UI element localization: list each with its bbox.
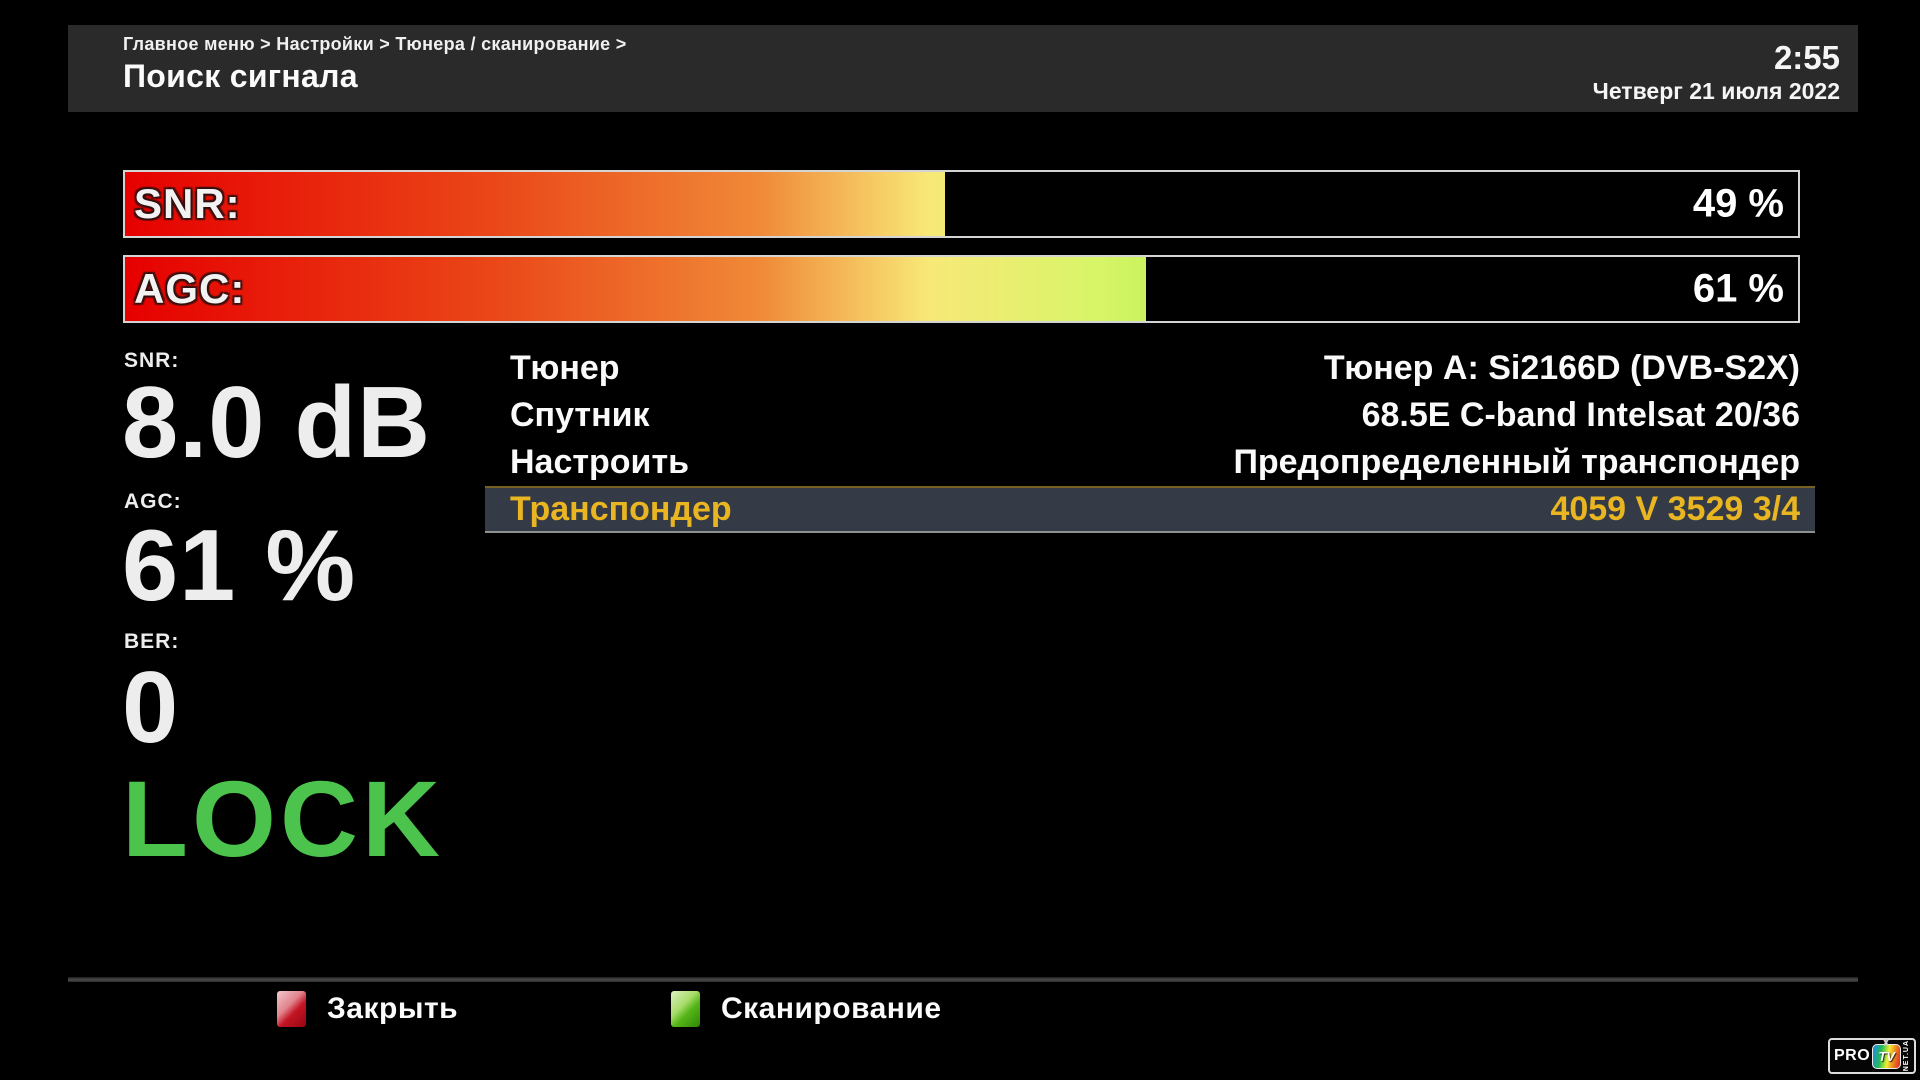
page-title: Поиск сигнала bbox=[123, 58, 358, 94]
snr-bar-fill bbox=[125, 172, 945, 236]
tuner-settings-menu: Тюнер Тюнер A: Si2166D (DVB-S2X) Спутник… bbox=[485, 345, 1815, 533]
clock-date: Четверг 21 июля 2022 bbox=[1592, 78, 1840, 104]
logo-pro-text: PRO bbox=[1834, 1047, 1871, 1064]
close-button-label: Закрыть bbox=[327, 992, 459, 1025]
green-key-icon bbox=[671, 991, 700, 1027]
menu-row-configure[interactable]: Настроить Предопределенный транспондер bbox=[487, 439, 1815, 486]
menu-row-value: Тюнер A: Si2166D (DVB-S2X) bbox=[1323, 349, 1800, 387]
breadcrumb: Главное меню > Настройки > Тюнера / скан… bbox=[123, 34, 627, 54]
menu-row-label: Транспондер bbox=[510, 490, 732, 528]
menu-row-label: Настроить bbox=[510, 443, 690, 481]
scan-button[interactable]: Сканирование bbox=[671, 991, 942, 1027]
ber-readout-value: 0 bbox=[122, 652, 180, 764]
snr-bar-label: SNR: bbox=[134, 180, 241, 227]
snr-bar-value: 49 % bbox=[1692, 181, 1784, 226]
menu-row-label: Тюнер bbox=[510, 349, 620, 387]
logo-side-text: NET.UA bbox=[1903, 1040, 1911, 1072]
protv-logo: PRO TV NET.UA bbox=[1828, 1038, 1916, 1074]
agc-bar-label: AGC: bbox=[134, 265, 246, 312]
scan-button-label: Сканирование bbox=[721, 992, 942, 1025]
ber-readout-label: BER: bbox=[124, 630, 180, 653]
clock-time: 2:55 bbox=[1773, 39, 1840, 76]
footer-divider bbox=[68, 977, 1858, 982]
lock-status: LOCK bbox=[122, 758, 444, 879]
menu-row-value: 4059 V 3529 3/4 bbox=[1550, 490, 1800, 528]
snr-readout-label: SNR: bbox=[124, 349, 180, 372]
snr-signal-bar: SNR: 49 % bbox=[123, 170, 1800, 238]
close-button[interactable]: Закрыть bbox=[277, 991, 458, 1027]
menu-row-transponder[interactable]: Транспондер 4059 V 3529 3/4 bbox=[485, 486, 1815, 533]
agc-readout-label: AGC: bbox=[124, 490, 182, 513]
red-key-icon bbox=[277, 991, 306, 1027]
menu-row-value: Предопределенный транспондер bbox=[1233, 443, 1800, 481]
menu-row-value: 68.5E C-band Intelsat 20/36 bbox=[1361, 396, 1800, 434]
clock: 2:55 Четверг 21 июля 2022 bbox=[1593, 41, 1840, 103]
menu-row-satellite[interactable]: Спутник 68.5E C-band Intelsat 20/36 bbox=[487, 392, 1815, 439]
agc-signal-bar: AGC: 61 % bbox=[123, 255, 1800, 323]
tv-icon: TV bbox=[1872, 1043, 1902, 1069]
snr-readout-value: 8.0 dB bbox=[122, 367, 432, 479]
tv-icon-text: TV bbox=[1878, 1048, 1895, 1064]
menu-row-label: Спутник bbox=[510, 396, 650, 434]
menu-row-tuner[interactable]: Тюнер Тюнер A: Si2166D (DVB-S2X) bbox=[487, 345, 1815, 392]
agc-bar-value: 61 % bbox=[1692, 266, 1784, 311]
agc-bar-fill bbox=[125, 257, 1146, 321]
agc-readout-value: 61 % bbox=[122, 510, 357, 622]
header-bar: Главное меню > Настройки > Тюнера / скан… bbox=[68, 25, 1858, 112]
